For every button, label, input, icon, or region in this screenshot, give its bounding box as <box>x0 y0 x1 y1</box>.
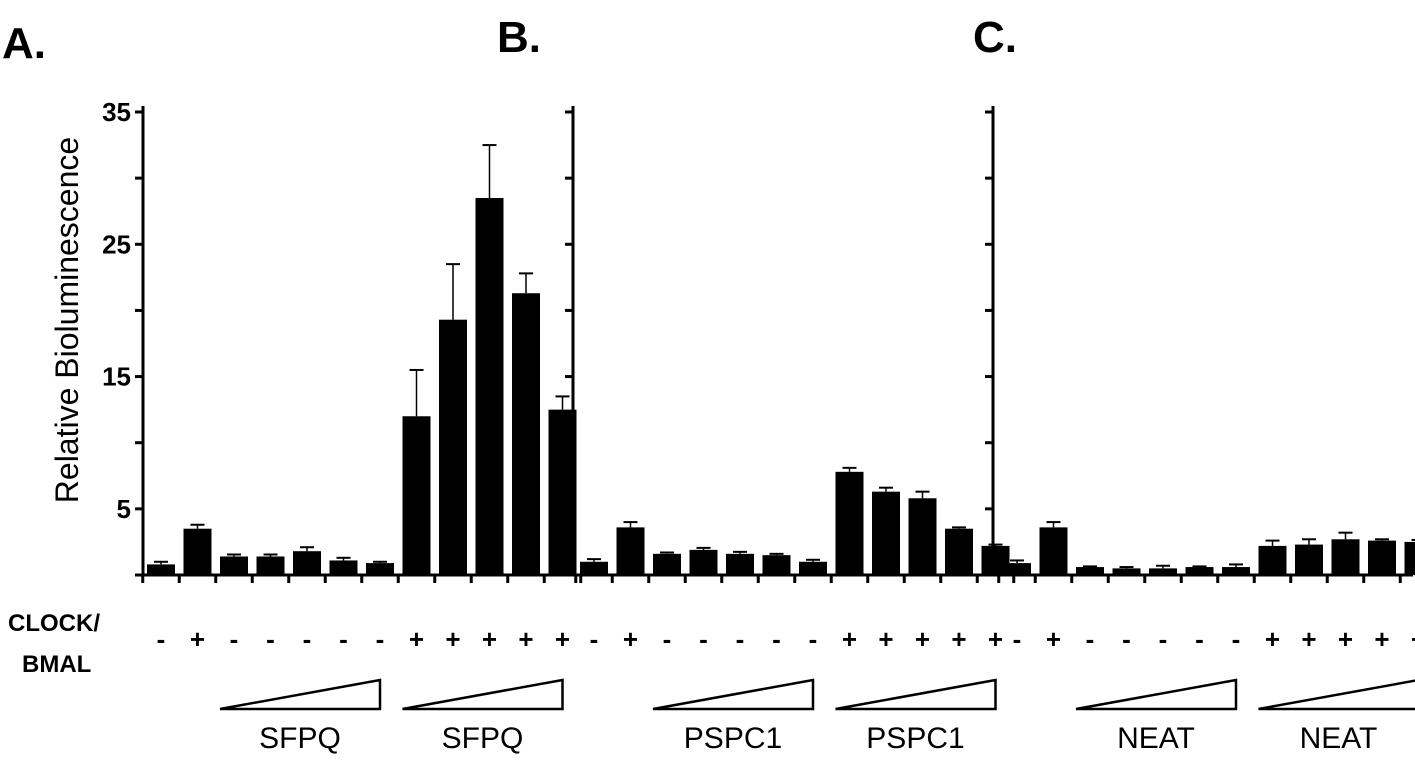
y-tick-label: 15 <box>102 362 131 392</box>
clock-bmal-sign: - <box>699 624 708 654</box>
clock-bmal-sign: - <box>590 624 599 654</box>
bar <box>799 562 827 575</box>
y-tick-label: 25 <box>102 229 131 259</box>
group-label: PSPC1 <box>866 722 964 755</box>
bar <box>763 555 791 575</box>
bar <box>403 416 431 575</box>
clock-bmal-sign: + <box>518 624 533 654</box>
bar <box>366 563 394 575</box>
bar <box>1222 567 1250 575</box>
clock-bmal-sign: + <box>190 624 205 654</box>
clock-bmal-sign: - <box>1232 624 1241 654</box>
bar <box>1113 568 1141 575</box>
clock-bmal-sign: - <box>230 624 239 654</box>
clock-bmal-sign: - <box>376 624 385 654</box>
group-label: PSPC1 <box>684 722 782 755</box>
bar <box>1076 567 1104 575</box>
bar <box>1186 567 1214 575</box>
clock-bmal-sign: + <box>988 624 1003 654</box>
concentration-wedge <box>220 680 380 709</box>
bar <box>653 554 681 575</box>
clock-bmal-sign: - <box>809 624 818 654</box>
clock-bmal-sign: - <box>303 624 312 654</box>
clock-bmal-sign: + <box>842 624 857 654</box>
clock-bmal-sign: + <box>482 624 497 654</box>
concentration-wedge <box>836 680 996 709</box>
clock-bmal-sign: - <box>157 624 166 654</box>
bar <box>909 498 937 575</box>
concentration-wedge <box>403 680 563 709</box>
bar <box>147 564 175 575</box>
clock-bmal-sign: + <box>1411 624 1415 654</box>
clock-bmal-sign: + <box>951 624 966 654</box>
bar <box>836 472 864 575</box>
clock-bmal-sign: + <box>1374 624 1389 654</box>
clock-bmal-sign: - <box>663 624 672 654</box>
clock-bmal-sign: + <box>915 624 930 654</box>
y-tick-label: 5 <box>117 494 131 524</box>
y-tick-label: 35 <box>102 97 131 127</box>
bar <box>330 560 358 575</box>
bar <box>1149 568 1177 575</box>
clock-bmal-sign: - <box>1086 624 1095 654</box>
clock-bmal-sign: + <box>1301 624 1316 654</box>
bar <box>184 529 212 575</box>
clock-bmal-sign: - <box>339 624 348 654</box>
bar <box>1003 563 1031 575</box>
bar <box>872 492 900 575</box>
bar <box>439 320 467 575</box>
clock-bmal-sign: - <box>772 624 781 654</box>
bar <box>1295 545 1323 575</box>
row-label-clock: CLOCK/ <box>8 610 100 637</box>
clock-bmal-sign: + <box>409 624 424 654</box>
clock-bmal-sign: + <box>1265 624 1280 654</box>
bar <box>257 556 285 575</box>
panel-label-1: A. <box>2 19 46 68</box>
clock-bmal-sign: + <box>878 624 893 654</box>
bar <box>220 556 248 575</box>
y-axis-title: Relative Bioluminescence <box>49 137 85 503</box>
clock-bmal-sign: + <box>555 624 570 654</box>
bar <box>476 198 504 575</box>
group-label: NEAT <box>1300 722 1378 755</box>
clock-bmal-sign: + <box>445 624 460 654</box>
bar <box>726 554 754 575</box>
clock-bmal-sign: - <box>1195 624 1204 654</box>
clock-bmal-sign: - <box>1159 624 1168 654</box>
panel-label-2: B. <box>497 13 541 62</box>
clock-bmal-sign: - <box>1013 624 1022 654</box>
clock-bmal-sign: + <box>623 624 638 654</box>
group-label: NEAT <box>1117 722 1195 755</box>
clock-bmal-sign: - <box>1122 624 1131 654</box>
clock-bmal-sign: + <box>1046 624 1061 654</box>
bar <box>1332 539 1360 575</box>
clock-bmal-sign: - <box>266 624 275 654</box>
bar <box>690 550 718 575</box>
bar <box>1259 546 1287 575</box>
bar <box>580 562 608 575</box>
bar <box>945 529 973 575</box>
row-label-bmal: BMAL <box>22 651 91 678</box>
bar <box>1368 541 1396 575</box>
group-label: SFPQ <box>259 722 341 755</box>
concentration-wedge <box>1259 680 1415 709</box>
concentration-wedge <box>1076 680 1236 709</box>
bar <box>1405 542 1415 575</box>
clock-bmal-sign: + <box>1338 624 1353 654</box>
bar <box>512 293 540 575</box>
group-label: SFPQ <box>442 722 524 755</box>
panel-label-3: C. <box>973 13 1017 62</box>
clock-bmal-sign: - <box>736 624 745 654</box>
concentration-wedge <box>653 680 813 709</box>
bar <box>1040 527 1068 575</box>
bar <box>617 527 645 575</box>
bar <box>293 551 321 575</box>
